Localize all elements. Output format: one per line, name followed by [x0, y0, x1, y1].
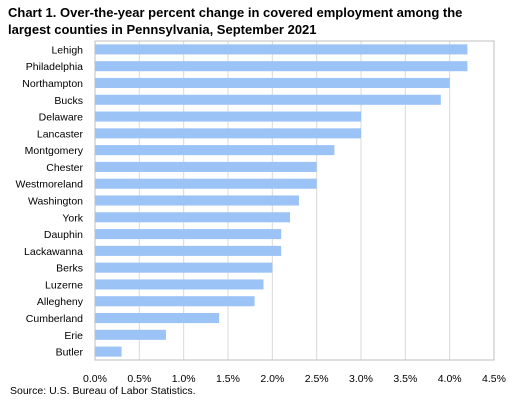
x-tick-label: 1.5%	[216, 373, 240, 385]
chart-title: Chart 1. Over-the-year percent change in…	[8, 5, 463, 37]
category-label: Cumberland	[26, 313, 83, 325]
category-label: Westmoreland	[15, 179, 83, 191]
x-tick-label: 4.0%	[438, 373, 462, 385]
bar-montgomery	[95, 145, 335, 156]
x-tick-label: 0.0%	[83, 373, 107, 385]
category-label: Allegheny	[37, 296, 84, 308]
category-label: Philadelphia	[26, 61, 83, 73]
x-tick-label: 2.0%	[260, 373, 284, 385]
category-label: Lehigh	[51, 44, 83, 56]
bar-berks	[95, 262, 273, 273]
bar-butler	[95, 346, 122, 357]
category-label: Northampton	[22, 78, 83, 90]
x-tick-label: 3.5%	[393, 373, 417, 385]
bar-lancaster	[95, 128, 361, 139]
bar-york	[95, 212, 291, 223]
bar-lehigh	[95, 44, 468, 55]
category-label: Butler	[56, 347, 84, 359]
bar-lackawanna	[95, 245, 282, 256]
bar-washington	[95, 195, 299, 206]
x-tick-label: 2.5%	[305, 373, 329, 385]
bar-westmoreland	[95, 178, 317, 189]
bar-cumberland	[95, 312, 220, 324]
x-tick-labels: 0.0% 0.5% 1.0% 1.5% 2.0% 2.5% 3.0% 3.5% 4.0% 4.5%	[83, 373, 506, 385]
category-label: Montgomery	[25, 145, 84, 157]
x-tick-label: 3.0%	[349, 373, 373, 385]
bar-delaware	[95, 111, 361, 122]
category-label: Chester	[46, 162, 83, 174]
x-tick-label: 4.5%	[482, 373, 506, 385]
bar-philadelphia	[95, 61, 468, 72]
bar-dauphin	[95, 229, 282, 240]
category-label: Berks	[56, 263, 83, 275]
bar-erie	[95, 329, 166, 340]
category-label: Lancaster	[37, 128, 84, 140]
bar-luzerne	[95, 279, 264, 290]
category-label: Dauphin	[44, 229, 83, 241]
x-tick-label: 0.5%	[127, 373, 151, 385]
category-label: Washington	[28, 196, 83, 208]
category-label: Bucks	[54, 95, 83, 107]
plot-area-border	[94, 40, 495, 361]
bar-allegheny	[95, 296, 255, 307]
category-label: Delaware	[39, 112, 84, 124]
grid-lines	[138, 41, 451, 360]
category-label: Luzerne	[45, 279, 83, 291]
bar-chester	[95, 161, 317, 172]
x-tick-label: 1.0%	[172, 373, 196, 385]
source-note: Source: U.S. Bureau of Labor Statistics.	[10, 385, 196, 397]
category-label: York	[62, 212, 83, 224]
category-label: Lackawanna	[24, 246, 83, 258]
bars	[95, 44, 468, 357]
category-label: Erie	[64, 330, 83, 342]
bar-bucks	[95, 94, 441, 105]
category-labels: Lehigh Philadelphia Northampton Bucks Delawa…	[15, 44, 83, 358]
bar-northampton	[95, 77, 450, 89]
